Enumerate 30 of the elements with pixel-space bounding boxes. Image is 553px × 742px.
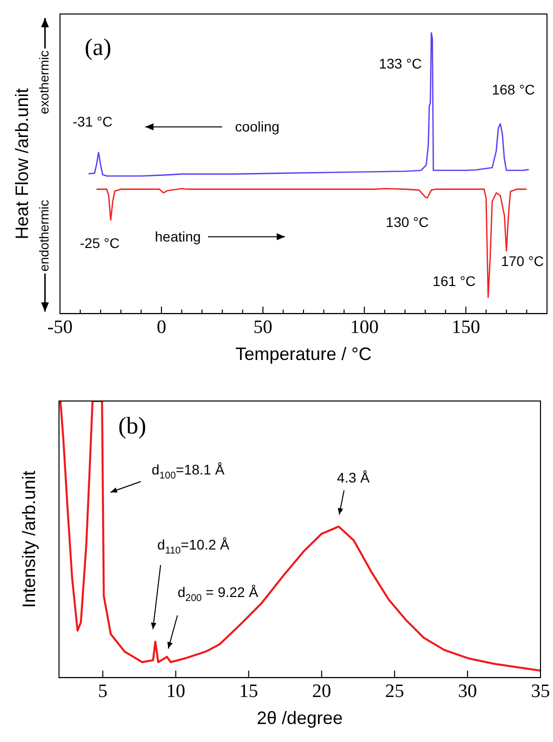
annotation: 4.3 Å [336, 470, 370, 486]
x-tick-label: 20 [312, 680, 332, 702]
text: endothermic [36, 199, 52, 272]
x-tick-label: 10 [166, 680, 186, 702]
x-tick-label: 100 [350, 316, 379, 338]
annotation: heating [154, 228, 201, 245]
x-tick-label: 25 [385, 680, 404, 702]
text: exothermic [36, 50, 52, 114]
x-tick-label: 5 [98, 680, 108, 702]
x-tick-label: 30 [458, 680, 478, 702]
x-tick-label: -50 [47, 316, 73, 338]
annotation: -25 °C [80, 234, 120, 251]
annotation: 168 °C [492, 82, 535, 98]
annotation: 130 °C [386, 214, 429, 230]
annotation: (b) [118, 414, 146, 440]
annotation: 133 °C [378, 56, 422, 72]
x-axis-title: 2θ /degree [256, 708, 343, 728]
annotation: 170 °C [500, 252, 544, 269]
x-tick-label: 35 [531, 680, 550, 702]
y-axis-title: Heat Flow /arb.unit [12, 88, 32, 240]
annotation: cooling [235, 118, 280, 135]
x-tick-label: 0 [156, 316, 166, 338]
annotation: 161 °C [432, 273, 476, 290]
x-tick-label: 15 [239, 680, 258, 702]
x-axis-title: Temperature / °C [235, 344, 372, 364]
annotation: (a) [84, 34, 112, 61]
x-tick-label: 50 [253, 316, 272, 338]
annotation: -31 °C [72, 113, 112, 130]
y-axis-title: Intensity /arb.unit [18, 470, 39, 608]
x-tick-label: 150 [452, 316, 480, 338]
